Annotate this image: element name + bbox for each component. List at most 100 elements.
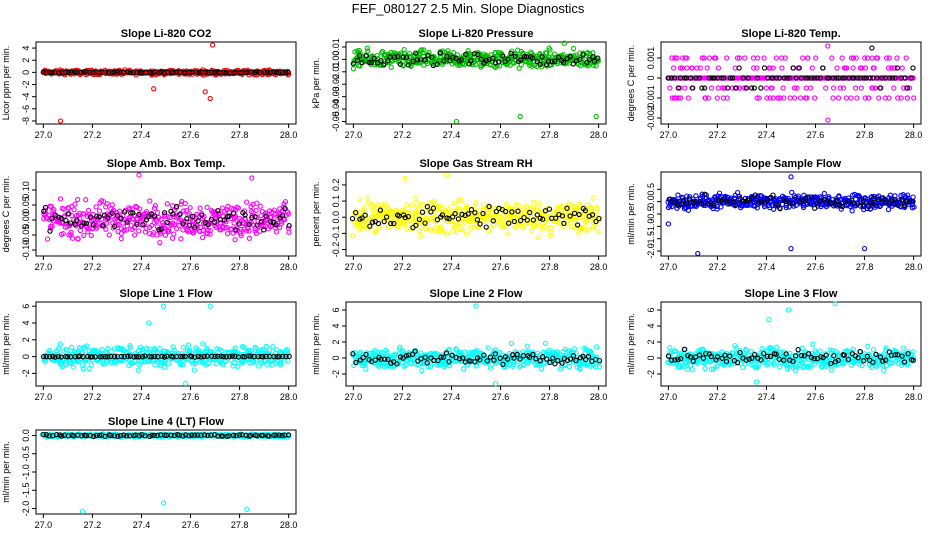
y-axis-label: ml/min per min. <box>1 441 11 503</box>
data-point <box>104 201 110 207</box>
data-point <box>781 95 787 101</box>
data-point <box>191 367 198 373</box>
data-point <box>689 366 695 373</box>
data-point <box>785 307 792 313</box>
data-point <box>208 69 215 76</box>
data-point <box>752 365 759 371</box>
data-point <box>800 55 806 61</box>
data-point <box>560 52 566 58</box>
data-point <box>383 203 390 209</box>
data-point <box>674 55 680 61</box>
data-point <box>188 353 195 360</box>
y-tick-label: 2 <box>21 337 31 342</box>
data-point <box>443 350 450 356</box>
data-point <box>538 365 545 372</box>
data-point <box>521 214 527 221</box>
data-point <box>862 95 868 101</box>
data-point <box>593 113 599 120</box>
data-point <box>905 351 911 357</box>
data-point <box>754 65 760 71</box>
data-point <box>675 192 681 198</box>
data-point <box>860 358 867 364</box>
data-point <box>193 69 199 75</box>
data-point <box>405 62 411 68</box>
data-point <box>874 55 881 61</box>
data-point <box>830 75 836 81</box>
data-point <box>874 75 880 81</box>
x-tick-label: 27.4 <box>133 520 151 530</box>
data-point <box>106 232 112 238</box>
data-point <box>205 222 211 228</box>
y-tick-label: 4 <box>21 320 31 325</box>
data-point <box>397 344 403 350</box>
y-tick-label: -0.05 <box>331 111 341 132</box>
data-point <box>349 215 356 222</box>
data-point <box>47 228 53 234</box>
x-tick-label: 27.8 <box>231 262 249 272</box>
data-point <box>401 221 408 227</box>
data-point <box>171 347 177 353</box>
data-point <box>706 75 713 81</box>
data-point <box>561 220 567 227</box>
y-tick-label: -0.002 <box>646 105 656 131</box>
data-point <box>226 353 233 360</box>
data-point <box>198 354 204 360</box>
x-tick-label: 27.4 <box>133 392 151 402</box>
x-tick-label: 28.0 <box>280 392 298 402</box>
data-point <box>139 354 146 360</box>
data-point <box>49 216 55 222</box>
data-point <box>734 360 741 366</box>
data-point <box>254 69 260 75</box>
y-tick-label: 0.2 <box>331 179 341 192</box>
data-point <box>883 345 889 351</box>
data-point <box>685 366 691 373</box>
data-point <box>771 362 777 368</box>
chart-panel-3: Slope Li-820 Temp.degrees C per min.27.0… <box>626 28 922 140</box>
data-point <box>667 85 673 91</box>
data-point <box>528 227 535 233</box>
data-point <box>60 230 66 237</box>
data-point <box>439 212 446 218</box>
data-point <box>736 55 743 61</box>
data-point <box>895 95 901 101</box>
data-point <box>93 222 99 229</box>
data-point <box>693 198 699 205</box>
data-point <box>894 352 901 358</box>
data-point <box>173 225 180 232</box>
data-point <box>445 206 452 212</box>
data-point <box>842 198 848 205</box>
data-point <box>280 216 286 222</box>
data-point <box>353 359 359 366</box>
data-point <box>795 347 801 353</box>
data-point <box>165 361 171 367</box>
data-point <box>798 352 805 359</box>
data-point <box>440 354 447 360</box>
data-point <box>590 54 596 60</box>
data-point <box>825 117 831 123</box>
data-point <box>438 354 444 360</box>
y-tick-label: -6 <box>21 105 31 113</box>
data-point <box>850 65 856 71</box>
data-point <box>527 209 533 216</box>
y-tick-label: 4 <box>646 323 656 328</box>
data-point <box>199 234 206 241</box>
data-point <box>443 172 450 178</box>
data-point <box>450 54 456 61</box>
data-point <box>751 65 757 71</box>
data-point <box>564 221 570 227</box>
x-tick-label: 27.2 <box>84 130 102 140</box>
data-point <box>108 348 114 355</box>
data-point <box>419 367 425 374</box>
data-point <box>75 235 81 242</box>
data-point <box>596 364 603 370</box>
data-point <box>103 220 110 226</box>
data-point <box>573 357 579 364</box>
series-all <box>665 43 917 123</box>
series-all <box>39 431 292 515</box>
data-point <box>902 75 908 81</box>
data-point <box>88 214 94 221</box>
data-point <box>685 352 691 359</box>
data-point <box>758 85 764 91</box>
data-point <box>903 198 910 204</box>
